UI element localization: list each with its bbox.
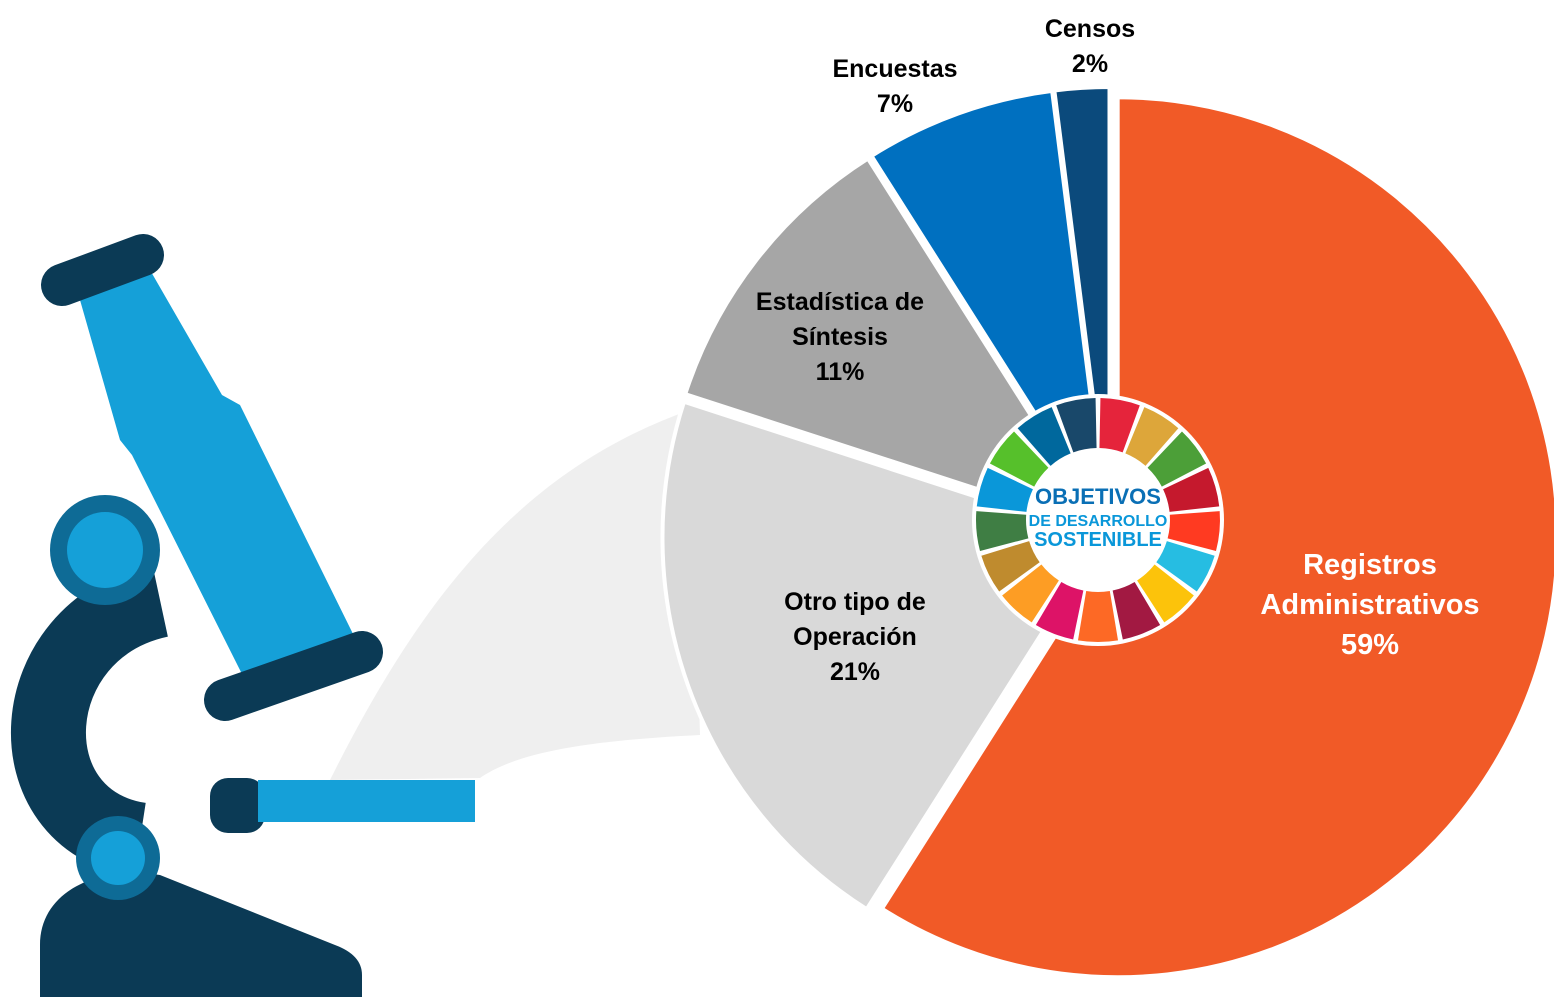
microscope-base <box>40 872 362 997</box>
slice-label: Otro tipo de Operación <box>784 588 926 651</box>
sdg-text: SOSTENIBLE <box>1034 529 1162 551</box>
slice-label: Censos <box>1044 15 1136 43</box>
light-beam <box>330 410 700 780</box>
sdg-segment <box>989 431 1049 487</box>
knob-inner <box>91 831 145 885</box>
sdg-segment <box>1077 591 1119 642</box>
sdg-segment <box>1056 398 1097 453</box>
sdg-segment <box>1167 511 1220 552</box>
microscope-arm <box>11 563 170 878</box>
sdg-segment <box>1125 407 1179 466</box>
illustration <box>11 234 700 997</box>
slice-value: 21% <box>829 658 881 686</box>
stage <box>210 778 265 833</box>
sdg-segment <box>1035 581 1084 640</box>
sdg-segment <box>981 541 1040 592</box>
slice-value: 59% <box>1340 629 1400 661</box>
sdg-center <box>1028 450 1168 590</box>
slice-label: Estadística de Síntesis <box>755 288 925 351</box>
sdg-text: OBJETIVOS <box>1035 484 1161 509</box>
slice-value: 7% <box>876 90 914 118</box>
microscope-objective <box>204 631 383 721</box>
slice-label: Registros Administrativos <box>1260 549 1480 621</box>
sdg-segment <box>1017 407 1071 466</box>
sdg-segment <box>1156 541 1215 592</box>
sdg-segment <box>1147 431 1207 487</box>
slice-value: 2% <box>1071 50 1109 78</box>
sdg-segment <box>1163 467 1220 512</box>
slice-value: 11% <box>815 358 865 386</box>
sdg-segment <box>1137 564 1194 623</box>
microscope-tube <box>80 270 356 690</box>
sdg-segment <box>976 467 1033 512</box>
sdg-segment <box>1002 564 1059 623</box>
microscope-eyepiece <box>41 234 164 306</box>
sdg-segment <box>1099 398 1140 453</box>
sdg-segment <box>1112 581 1161 640</box>
pie-slice <box>682 155 1109 534</box>
stage-arm <box>258 780 475 822</box>
sdg-segment <box>975 511 1029 552</box>
knob-inner <box>67 512 143 588</box>
slice-label: Encuestas <box>832 55 958 83</box>
sdg-text: DE DESARROLLO <box>1029 513 1168 530</box>
